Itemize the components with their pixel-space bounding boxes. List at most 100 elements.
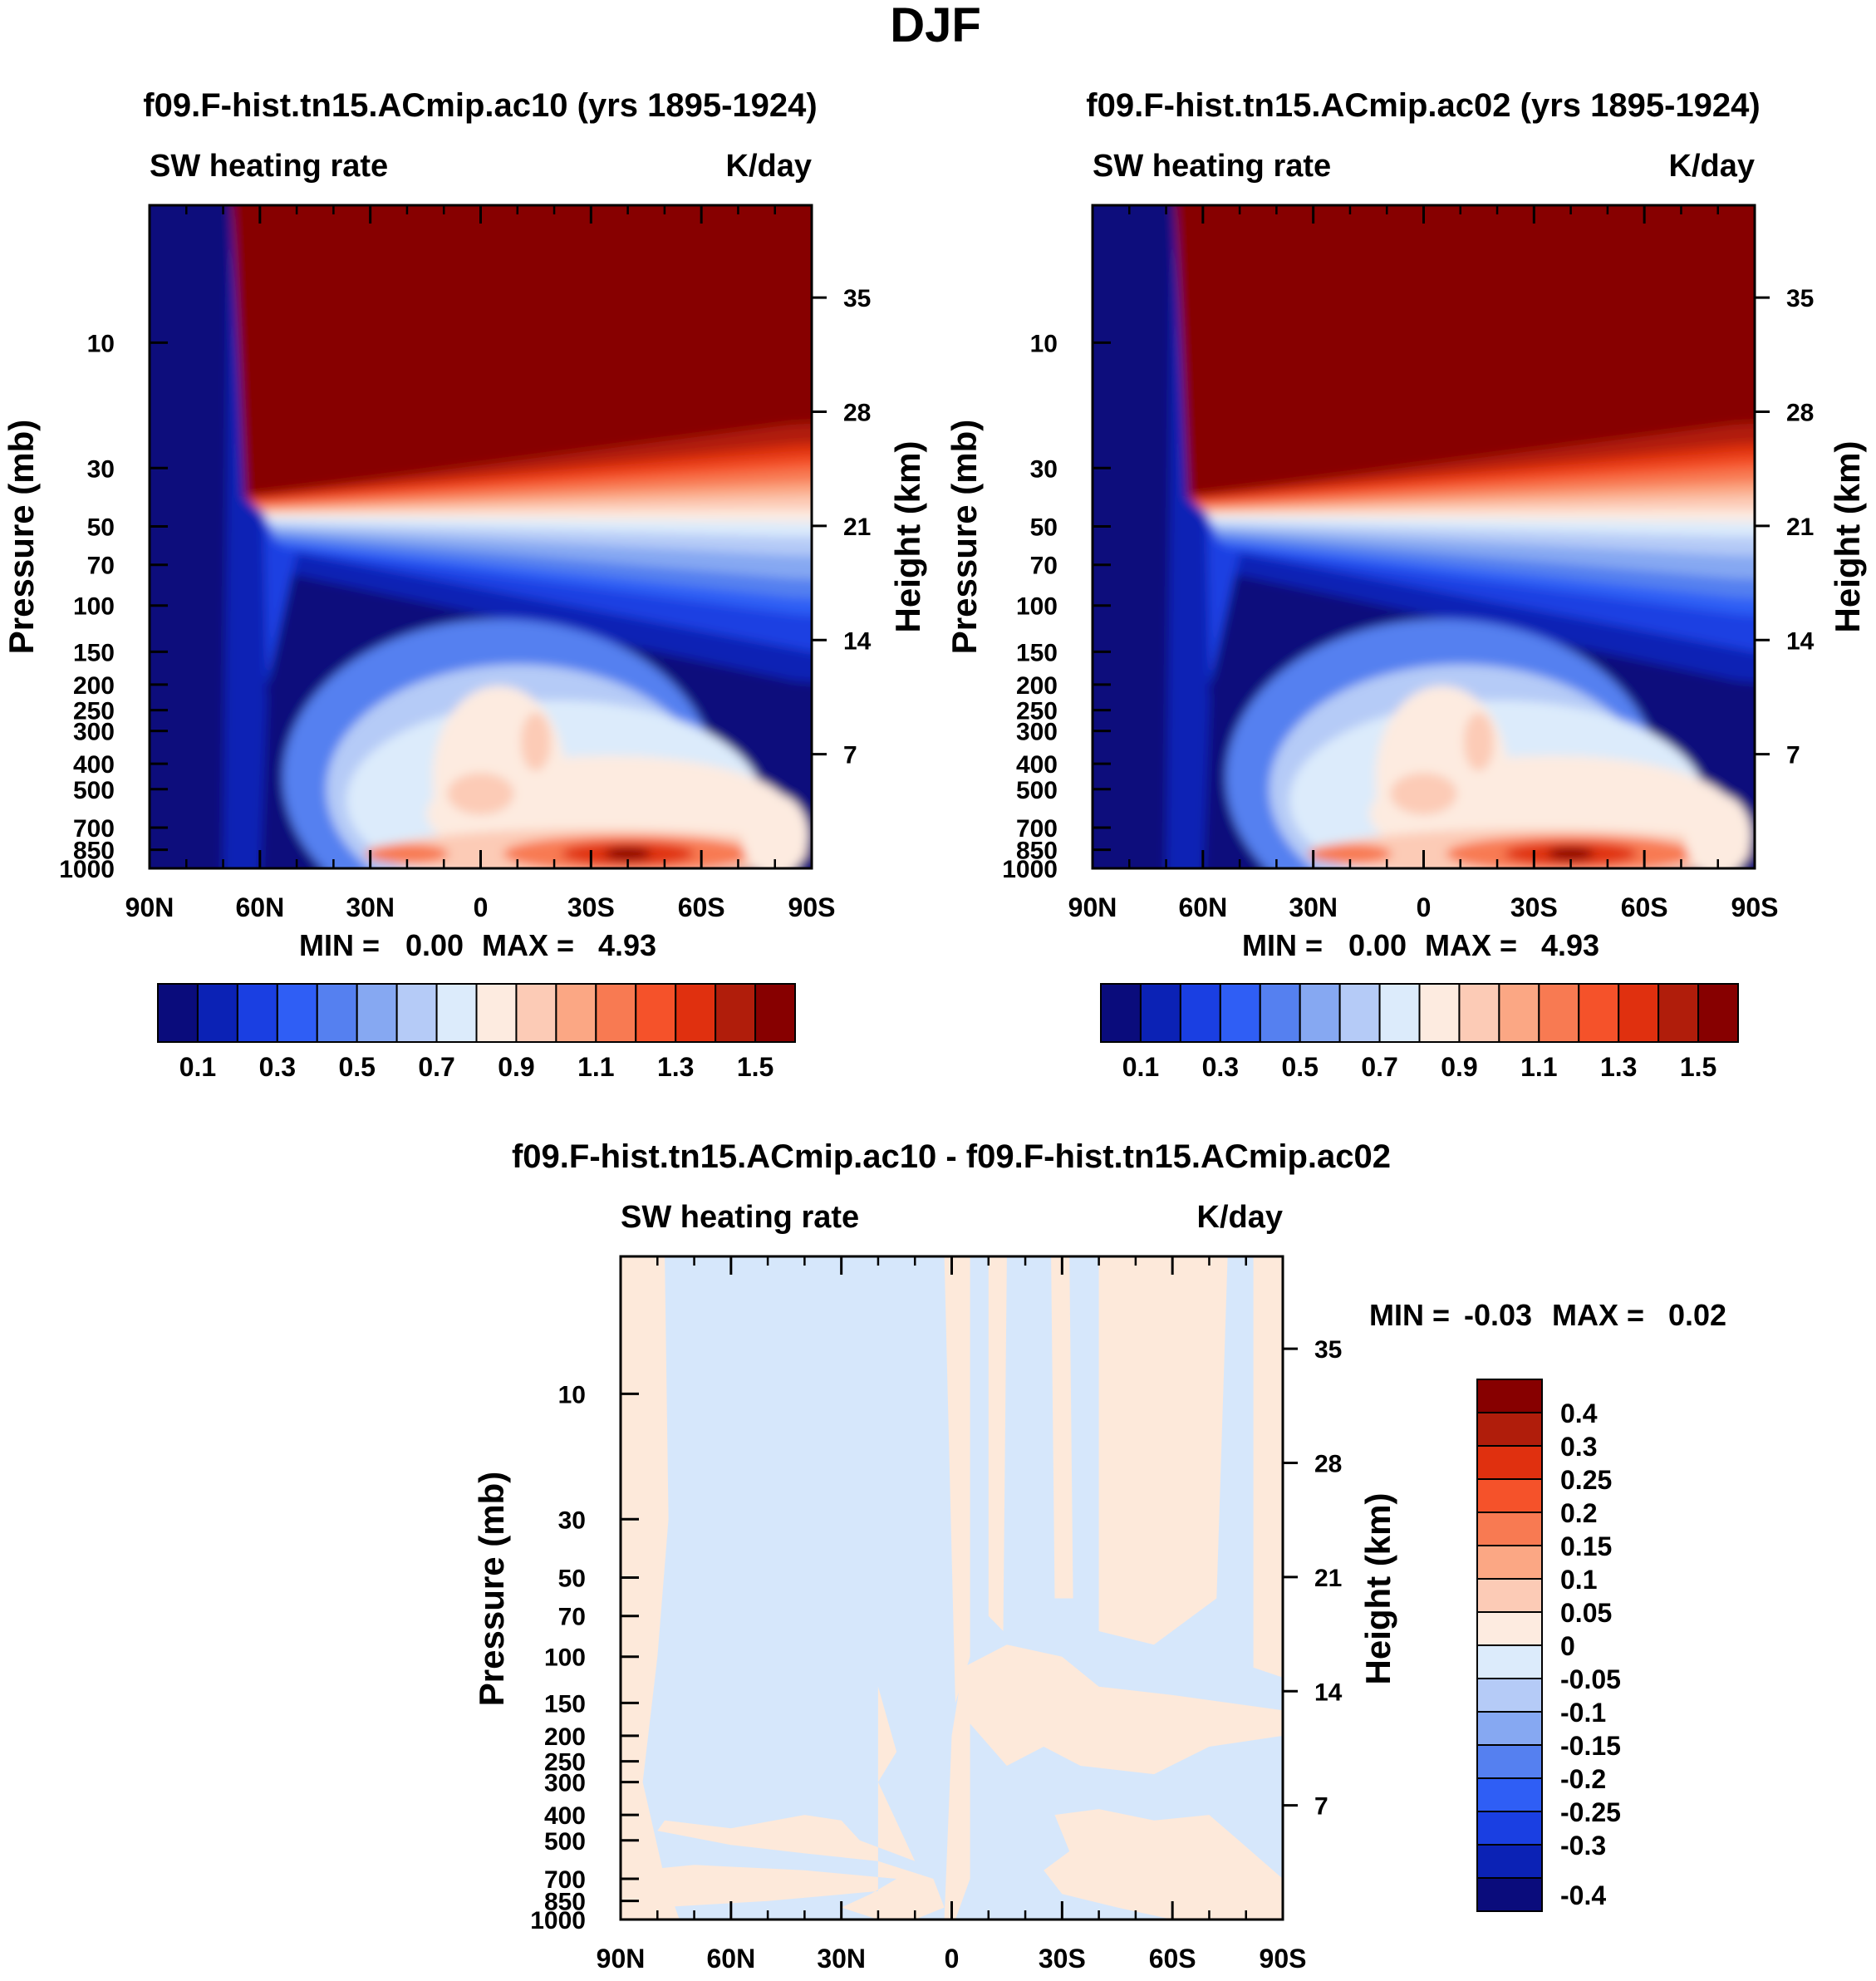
colorbar-box bbox=[1139, 983, 1181, 1043]
colorbar-box bbox=[1476, 1512, 1543, 1546]
x-tick-label: 90N bbox=[125, 892, 174, 922]
x-tick-label: 0 bbox=[945, 1944, 960, 1974]
colorbar-box bbox=[1697, 983, 1739, 1043]
panel-c-left-label: SW heating rate bbox=[621, 1200, 859, 1235]
colorbar-box bbox=[715, 983, 757, 1043]
colorbar-label: -0.3 bbox=[1560, 1831, 1606, 1861]
colorbar-label: 1.5 bbox=[737, 1052, 773, 1082]
panel-a-axes: 90N 60N 30N 0 30S 60S 90S103050701001502002503… bbox=[59, 205, 872, 922]
colorbar-box bbox=[1498, 983, 1540, 1043]
y-tick-label: 850 bbox=[1016, 838, 1058, 865]
panel-c-axes: 90N 60N 30N 0 30S 60S 90S103050701001502002503… bbox=[530, 1256, 1343, 1974]
y-tick-label: 100 bbox=[1016, 593, 1058, 621]
panel-b-ylabel: Pressure (mb) bbox=[945, 420, 984, 654]
y-tick-label: 10 bbox=[1030, 330, 1058, 357]
y2-tick-label: 35 bbox=[843, 285, 871, 312]
colorbar-box bbox=[1476, 1545, 1543, 1580]
colorbar-box bbox=[475, 983, 518, 1043]
colorbar-box bbox=[276, 983, 318, 1043]
colorbar-box bbox=[1476, 1445, 1543, 1480]
diff-positive-region bbox=[1051, 1256, 1073, 1599]
colorbar-label: 0 bbox=[1560, 1631, 1575, 1661]
colorbar-box bbox=[1458, 983, 1500, 1043]
panel-c-max-value: 0.02 bbox=[1668, 1298, 1726, 1332]
diff-positive-region bbox=[1253, 1256, 1283, 1678]
colorbar-box bbox=[1476, 1844, 1543, 1879]
colorbar-box bbox=[1476, 1611, 1543, 1646]
colorbar-box bbox=[356, 983, 398, 1043]
shade-blob bbox=[447, 773, 514, 815]
panel-a-shading bbox=[150, 205, 812, 868]
colorbar-box bbox=[435, 983, 478, 1043]
y-tick-label: 700 bbox=[73, 815, 115, 843]
diff-positive-region bbox=[988, 1256, 1007, 1631]
x-tick-label: 90S bbox=[1260, 1944, 1307, 1974]
diff-positive-region bbox=[1044, 1809, 1283, 1920]
x-tick-label: 30N bbox=[1289, 892, 1338, 922]
y-tick-label: 200 bbox=[1016, 672, 1058, 700]
colorbar-box bbox=[1476, 1877, 1543, 1912]
y2-tick-label: 7 bbox=[843, 742, 857, 769]
x-tick-label: 30S bbox=[1510, 892, 1558, 922]
panel-c-colorbar: 0.40.30.250.20.150.10.050-0.05-0.1-0.15-… bbox=[1476, 1379, 1621, 1912]
tropo-shading bbox=[282, 619, 808, 868]
shade-band bbox=[1151, 205, 1755, 498]
colorbar-box bbox=[1476, 1644, 1543, 1679]
y-tick-label: 30 bbox=[87, 455, 115, 483]
colorbar-label: -0.1 bbox=[1560, 1698, 1606, 1728]
panel-c-title: f09.F-hist.tn15.ACmip.ac10 - f09.F-hist.… bbox=[512, 1138, 1391, 1175]
shade-surface bbox=[1684, 794, 1751, 868]
x-tick-label: 0 bbox=[474, 892, 489, 922]
shade-surface bbox=[1308, 843, 1392, 864]
shade-polar-edge bbox=[1166, 205, 1211, 868]
colorbar-label: 0.25 bbox=[1560, 1465, 1612, 1495]
colorbar-label: 0.9 bbox=[1441, 1052, 1477, 1082]
y2-tick-label: 21 bbox=[1314, 1565, 1342, 1592]
shade-blob bbox=[1463, 712, 1494, 771]
colorbar-box bbox=[1476, 1412, 1543, 1447]
colorbar-box bbox=[1476, 1811, 1543, 1846]
colorbar-box bbox=[1179, 983, 1221, 1043]
y-tick-label: 1000 bbox=[1002, 856, 1058, 883]
colorbar-label: 0.5 bbox=[1281, 1052, 1318, 1082]
colorbar-box bbox=[635, 983, 677, 1043]
y-tick-label: 50 bbox=[1030, 514, 1058, 541]
panel-c-right-label: K/day bbox=[1197, 1200, 1283, 1235]
y2-tick-label: 21 bbox=[843, 514, 871, 541]
heating-blend bbox=[1093, 205, 1755, 868]
panel-a-colorbar: 0.1 0.3 0.5 0.7 0.9 1.1 1.3 1.5 bbox=[157, 983, 796, 1082]
colorbar-label: 0.05 bbox=[1560, 1598, 1612, 1628]
y-tick-label: 300 bbox=[1016, 719, 1058, 746]
colorbar-label: 0.4 bbox=[1560, 1398, 1598, 1428]
colorbar-label: 0.7 bbox=[418, 1052, 454, 1082]
y-tick-label: 50 bbox=[558, 1565, 586, 1592]
y-tick-label: 400 bbox=[544, 1802, 586, 1830]
colorbar-label: 1.3 bbox=[1600, 1052, 1637, 1082]
heating-blend bbox=[150, 205, 812, 868]
y-tick-label: 200 bbox=[73, 672, 115, 700]
shade-polar bbox=[150, 205, 231, 868]
colorbar-label: 0.1 bbox=[1122, 1052, 1159, 1082]
colorbar-label: -0.2 bbox=[1560, 1764, 1606, 1794]
colorbar-box bbox=[675, 983, 717, 1043]
colorbar-box bbox=[555, 983, 597, 1043]
colorbar-box bbox=[1100, 983, 1142, 1043]
colorbar-label: -0.05 bbox=[1560, 1664, 1621, 1694]
shade-polar bbox=[1093, 205, 1174, 868]
colorbar-label: 0.2 bbox=[1560, 1498, 1597, 1528]
colorbar-box bbox=[1476, 1379, 1543, 1413]
panel-c-min-value: -0.03 bbox=[1464, 1298, 1532, 1332]
x-tick-label: 30S bbox=[1039, 1944, 1086, 1974]
colorbar-box bbox=[595, 983, 637, 1043]
y-tick-label: 1000 bbox=[530, 1907, 586, 1934]
colorbar-box bbox=[1476, 1678, 1543, 1713]
colorbar-box bbox=[1338, 983, 1381, 1043]
diff-shading bbox=[621, 1256, 1283, 1920]
x-tick-label: 30N bbox=[817, 1944, 866, 1974]
colorbar-label: -0.4 bbox=[1560, 1880, 1606, 1910]
y2-tick-label: 14 bbox=[1314, 1679, 1343, 1706]
x-tick-label: 30N bbox=[346, 892, 395, 922]
shade-surface bbox=[604, 847, 651, 861]
panel-a-title: f09.F-hist.tn15.ACmip.ac10 (yrs 1895-192… bbox=[143, 87, 817, 124]
